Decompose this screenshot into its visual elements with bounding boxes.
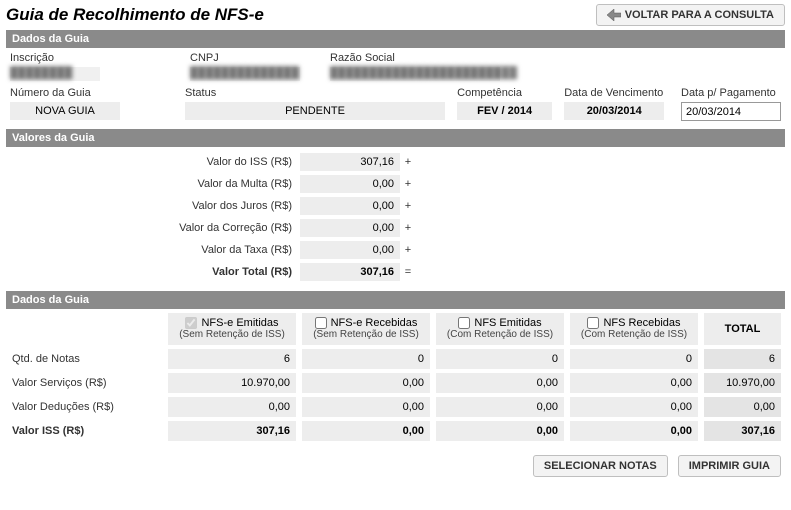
matrix-cell: 0,00 — [436, 397, 564, 417]
matrix-col-title: NFS-e Recebidas — [331, 317, 418, 329]
matrix-col-header: NFS-e Emitidas(Sem Retenção de ISS) — [168, 313, 296, 345]
valor-value: 0,00 — [300, 241, 400, 259]
matrix-cell: 6 — [168, 349, 296, 369]
valor-value: 0,00 — [300, 197, 400, 215]
value-competencia: FEV / 2014 — [457, 102, 552, 120]
matrix-table: NFS-e Emitidas(Sem Retenção de ISS)NFS-e… — [6, 309, 785, 441]
matrix-cell: 0,00 — [570, 397, 698, 417]
matrix-cell: 0,00 — [302, 397, 430, 417]
input-pagamento[interactable] — [681, 102, 781, 121]
matrix-cell: 0,00 — [436, 421, 564, 441]
matrix-row-label: Qtd. de Notas — [10, 349, 168, 369]
matrix-row-label: Valor Deduções (R$) — [10, 397, 168, 417]
matrix-cell: 0,00 — [570, 421, 698, 441]
matrix-row-label: Valor ISS (R$) — [10, 421, 168, 441]
label-razao: Razão Social — [330, 52, 781, 64]
matrix-col-sub: (Com Retenção de ISS) — [440, 329, 560, 340]
matrix-cell: 0,00 — [436, 373, 564, 393]
matrix-col-header: NFS Recebidas(Com Retenção de ISS) — [570, 313, 698, 345]
value-vencimento: 20/03/2014 — [564, 102, 664, 120]
valor-label: Valor da Correção (R$) — [10, 222, 300, 234]
valor-op: + — [400, 178, 416, 190]
label-numero-guia: Número da Guia — [10, 87, 175, 99]
matrix-cell: 0,00 — [302, 421, 430, 441]
valor-op: + — [400, 222, 416, 234]
valor-op: + — [400, 156, 416, 168]
valor-total-value: 307,16 — [300, 263, 400, 281]
valor-value: 0,00 — [300, 175, 400, 193]
value-cnpj: ██████████████ — [190, 67, 300, 81]
label-status: Status — [185, 87, 447, 99]
select-notes-button[interactable]: SELECIONAR NOTAS — [533, 455, 668, 477]
matrix-row-total: 307,16 — [704, 421, 781, 441]
matrix-cell: 0 — [302, 349, 430, 369]
label-cnpj: CNPJ — [190, 52, 320, 64]
label-pagamento: Data p/ Pagamento — [681, 87, 781, 99]
label-competencia: Competência — [457, 87, 554, 99]
print-guia-label: IMPRIMIR GUIA — [689, 460, 770, 472]
matrix-col-title: NFS-e Emitidas — [201, 317, 278, 329]
matrix-col-checkbox[interactable] — [458, 317, 470, 329]
matrix-row-total: 10.970,00 — [704, 373, 781, 393]
print-guia-button[interactable]: IMPRIMIR GUIA — [678, 455, 781, 477]
matrix-cell: 307,16 — [168, 421, 296, 441]
valor-value: 0,00 — [300, 219, 400, 237]
matrix-cell: 0,00 — [302, 373, 430, 393]
matrix-col-sub: (Sem Retenção de ISS) — [306, 329, 426, 340]
matrix-row-total: 6 — [704, 349, 781, 369]
matrix-cell: 0,00 — [570, 373, 698, 393]
section-header-dados-1: Dados da Guia — [6, 30, 785, 48]
valor-op: + — [400, 200, 416, 212]
value-numero-guia: NOVA GUIA — [10, 102, 120, 120]
matrix-col-header: NFS-e Recebidas(Sem Retenção de ISS) — [302, 313, 430, 345]
label-vencimento: Data de Vencimento — [564, 87, 671, 99]
arrow-left-icon — [607, 9, 621, 21]
back-button-label: VOLTAR PARA A CONSULTA — [625, 9, 774, 21]
matrix-col-checkbox[interactable] — [185, 317, 197, 329]
valor-total-op: = — [400, 266, 416, 278]
value-inscricao: ████████ — [10, 67, 100, 81]
matrix-col-title: NFS Recebidas — [603, 317, 680, 329]
valor-op: + — [400, 244, 416, 256]
matrix-row-label: Valor Serviços (R$) — [10, 373, 168, 393]
matrix-cell: 0,00 — [168, 397, 296, 417]
page-title: Guia de Recolhimento de NFS-e — [6, 5, 264, 25]
valor-label: Valor do ISS (R$) — [10, 156, 300, 168]
valor-value: 307,16 — [300, 153, 400, 171]
valor-label: Valor da Taxa (R$) — [10, 244, 300, 256]
valor-label: Valor da Multa (R$) — [10, 178, 300, 190]
matrix-total-header: TOTAL — [704, 313, 781, 345]
matrix-col-sub: (Sem Retenção de ISS) — [172, 329, 292, 340]
matrix-col-sub: (Com Retenção de ISS) — [574, 329, 694, 340]
matrix-cell: 0 — [570, 349, 698, 369]
valor-label: Valor dos Juros (R$) — [10, 200, 300, 212]
matrix-col-title: NFS Emitidas — [474, 317, 541, 329]
valores-list: Valor do ISS (R$)307,16+Valor da Multa (… — [6, 147, 785, 287]
value-status: PENDENTE — [185, 102, 445, 120]
value-razao: ████████████████████████ — [330, 67, 500, 81]
section-header-dados-2: Dados da Guia — [6, 291, 785, 309]
matrix-cell: 10.970,00 — [168, 373, 296, 393]
matrix-cell: 0 — [436, 349, 564, 369]
select-notes-label: SELECIONAR NOTAS — [544, 460, 657, 472]
label-inscricao: Inscrição — [10, 52, 180, 64]
section-header-valores: Valores da Guia — [6, 129, 785, 147]
valor-total-label: Valor Total (R$) — [10, 266, 300, 278]
matrix-col-checkbox[interactable] — [587, 317, 599, 329]
matrix-col-header: NFS Emitidas(Com Retenção de ISS) — [436, 313, 564, 345]
matrix-col-checkbox[interactable] — [315, 317, 327, 329]
back-button[interactable]: VOLTAR PARA A CONSULTA — [596, 4, 785, 26]
matrix-row-total: 0,00 — [704, 397, 781, 417]
